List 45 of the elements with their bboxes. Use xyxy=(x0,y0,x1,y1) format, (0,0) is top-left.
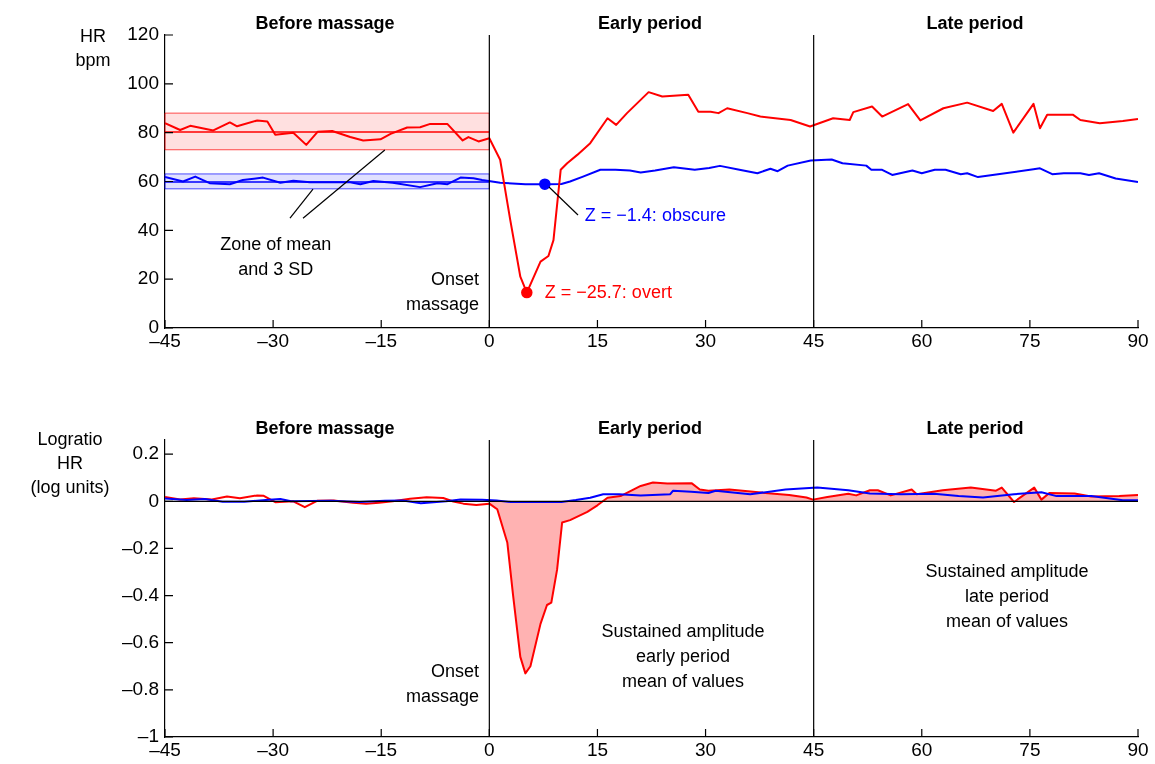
y-tick-label: –0.4 xyxy=(122,583,160,605)
text: Before massage xyxy=(255,12,395,33)
y-tick-label: 60 xyxy=(137,169,159,191)
text: Late period xyxy=(926,417,1024,438)
annotation: Onset massage xyxy=(405,660,479,706)
y-axis-title: Logratio HR (log units) xyxy=(30,428,110,497)
x-tick-label: 60 xyxy=(911,329,933,351)
annotation: Onset massage xyxy=(405,268,479,314)
y-tick-label: 20 xyxy=(137,267,159,289)
text: Early period xyxy=(597,12,703,33)
annotation: Zone of mean and 3 SD xyxy=(220,233,332,279)
y-tick-label: 0 xyxy=(148,489,159,511)
y-tick-label: 40 xyxy=(137,218,159,240)
x-tick-label: –30 xyxy=(257,329,289,351)
y-tick-label: 0.2 xyxy=(132,442,159,464)
x-tick-label: 90 xyxy=(1127,738,1149,760)
y-tick-label: 100 xyxy=(127,72,159,94)
text: Late period xyxy=(926,12,1024,33)
x-tick-label: 15 xyxy=(586,329,609,351)
text: Early period xyxy=(597,417,703,438)
x-tick-label: 45 xyxy=(803,738,825,760)
x-tick-label: –30 xyxy=(257,738,289,760)
x-tick-label: 30 xyxy=(694,329,717,351)
x-tick-label: 30 xyxy=(694,738,717,760)
y-tick-label: –0.8 xyxy=(122,678,159,700)
x-tick-label: –15 xyxy=(365,329,398,351)
annotation: Sustained amplitude late period mean of values xyxy=(925,560,1089,631)
x-tick-label: –15 xyxy=(365,738,398,760)
x-tick-label: 75 xyxy=(1019,738,1041,760)
y-axis-title: HR bpm xyxy=(75,25,111,70)
x-tick-label: 60 xyxy=(911,738,933,760)
annotation: Sustained amplitude early period mean of values xyxy=(601,620,765,691)
x-tick-label: 90 xyxy=(1127,329,1149,351)
y-tick-label: 120 xyxy=(127,23,159,45)
y-tick-label: –0.2 xyxy=(122,536,159,558)
x-tick-label: 45 xyxy=(803,329,825,351)
x-tick-label: 0 xyxy=(484,329,495,351)
y-tick-label: –0.6 xyxy=(122,630,159,652)
text: Before massage xyxy=(255,417,395,438)
annotation: Z = −1.4: obscure xyxy=(584,205,726,226)
annotation: Z = −25.7: overt xyxy=(544,281,672,302)
x-tick-label: 0 xyxy=(484,738,495,760)
y-tick-label: 80 xyxy=(137,120,159,142)
x-tick-label: 15 xyxy=(586,738,609,760)
x-tick-label: 75 xyxy=(1019,329,1041,351)
